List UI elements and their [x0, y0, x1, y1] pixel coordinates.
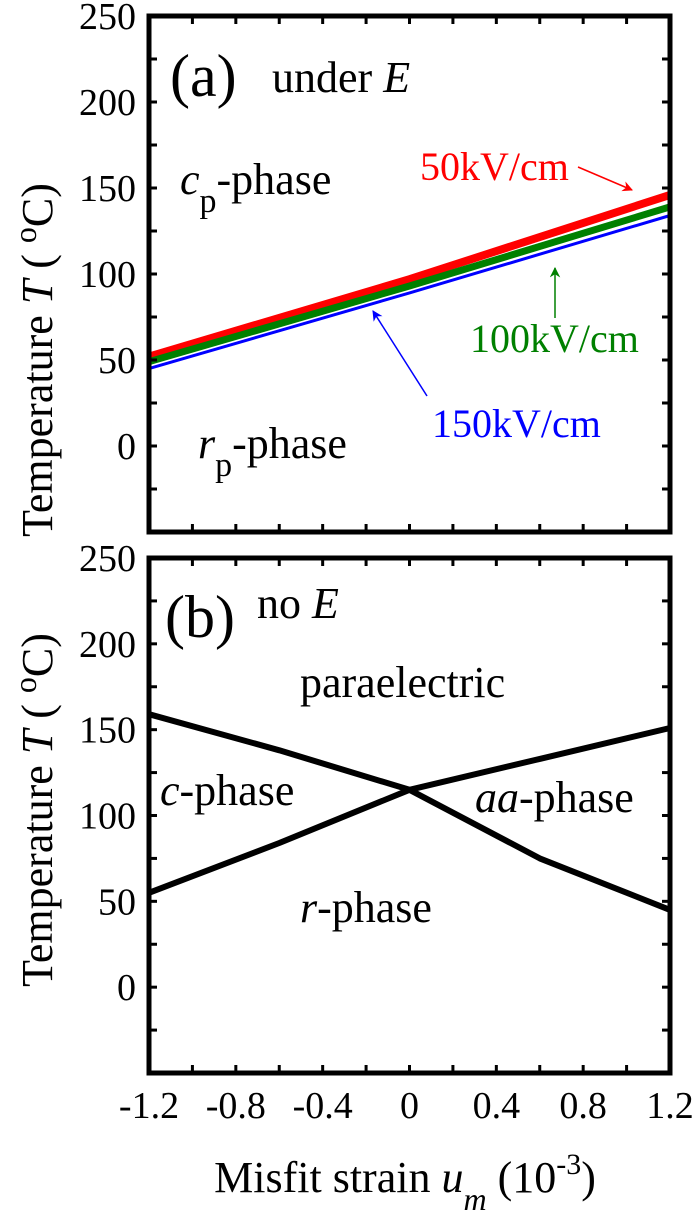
- region-cp-phase: cp-phase: [180, 155, 331, 220]
- y-tick-label: 250: [79, 0, 136, 38]
- x-tick-label: 1.2: [646, 1085, 694, 1127]
- x-tick-label: -1.2: [119, 1085, 179, 1127]
- x-tick-label: 0.8: [559, 1085, 607, 1127]
- region-c-phase: c-phase: [160, 766, 294, 815]
- x-tick-label: 0.4: [473, 1085, 521, 1127]
- plot-frame-a: [146, 13, 673, 535]
- condition-label-a: under E: [272, 53, 410, 102]
- series-label-50kv: 50kV/cm: [420, 144, 569, 189]
- region-aa-phase: aa-phase: [475, 773, 634, 822]
- panel-a: 0 50 100 150 200 250: [79, 0, 673, 535]
- plot-frame-b: [146, 555, 673, 1076]
- x-tick-label: -0.4: [293, 1085, 353, 1127]
- x-tick-label: 0: [400, 1085, 419, 1127]
- condition-label-b: no E: [257, 579, 339, 628]
- series-line-a-100kV-cm: [148, 203, 672, 366]
- y-axis-label-b: Temperature T ( oC): [7, 633, 62, 987]
- panel-b: 0 50 100 150 200 250 -1.2 -0.8 -0.4 0 0.4 0.8 1.2: [79, 538, 694, 1127]
- y-tick-label: 0: [117, 967, 136, 1009]
- y-tick-label: 0: [117, 426, 136, 468]
- y-tick-label: 150: [79, 168, 136, 210]
- series-line-b-2: [147, 725, 671, 896]
- y-tick-label: 150: [79, 710, 136, 752]
- y-tick-label: 200: [79, 82, 136, 124]
- x-tick-label: -0.8: [206, 1085, 266, 1127]
- y-tick-label: 200: [79, 624, 136, 666]
- x-axis-label: Misfit strain um (10-3): [214, 1148, 596, 1217]
- series-label-150kv: 150kV/cm: [432, 401, 601, 446]
- series-line-a-150kV-cm: [148, 214, 671, 371]
- y-tick-label: 50: [98, 881, 136, 923]
- panel-label-a: (a): [170, 43, 237, 109]
- y-tick-label: 100: [79, 796, 136, 838]
- y-axis-label-a: Temperature T ( oC): [7, 183, 62, 537]
- panel-label-b: (b): [165, 584, 235, 650]
- y-tick-label: 250: [79, 538, 136, 580]
- series-label-100kv: 100kV/cm: [470, 316, 639, 361]
- region-r-phase: r-phase: [300, 883, 432, 932]
- region-rp-phase: rp-phase: [198, 419, 347, 484]
- y-tick-label: 50: [98, 340, 136, 382]
- arrow-50kv: [577, 166, 633, 192]
- y-tick-label: 100: [79, 254, 136, 296]
- region-paraelectric: paraelectric: [300, 658, 505, 707]
- arrow-150kv: [372, 310, 428, 397]
- series-line-a-50kV-cm: [147, 191, 672, 361]
